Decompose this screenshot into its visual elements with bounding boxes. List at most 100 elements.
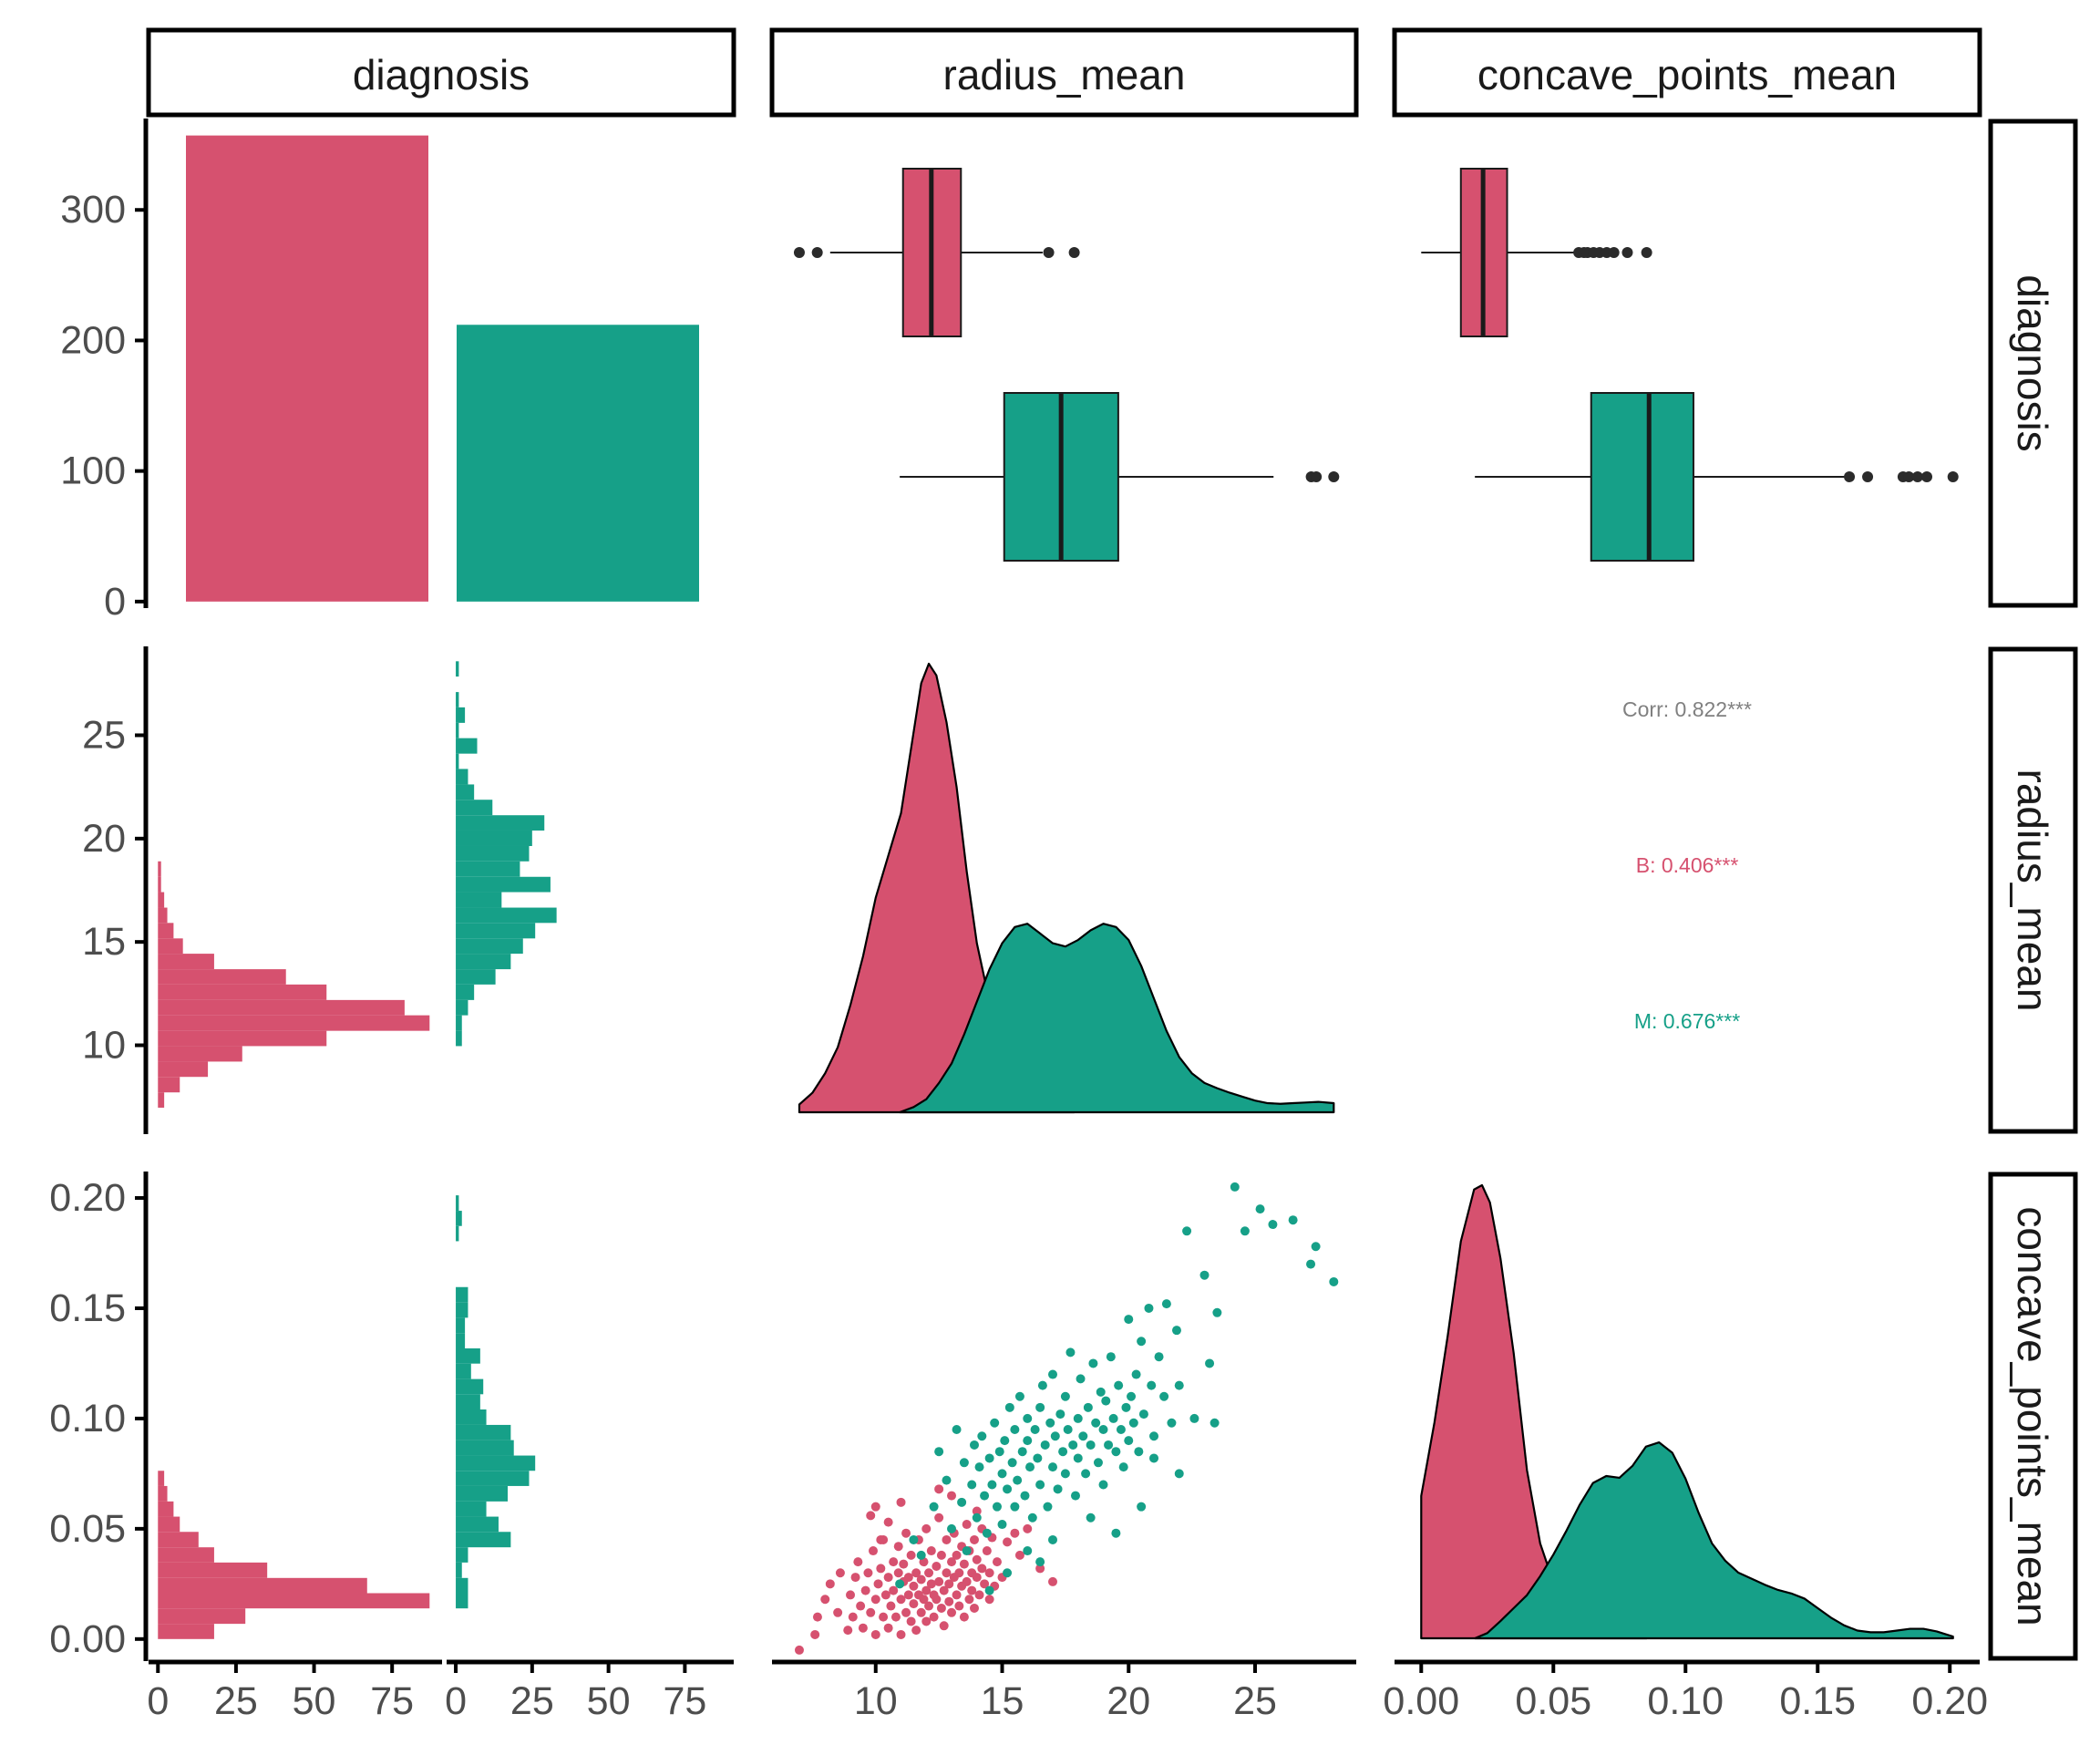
y-axis-count-tick-label-3: 200 <box>60 318 126 362</box>
box-concave-M-box <box>1590 392 1694 562</box>
scatter-point-M-18 <box>982 1528 992 1538</box>
strip-top-label-1: diagnosis <box>353 51 530 98</box>
hist-concave-B-bin-11 <box>158 1471 165 1486</box>
hist-radius-M-bin-19 <box>456 815 545 831</box>
strip-top-label-2: radius_mean <box>943 51 1186 98</box>
scatter-point-B-88 <box>962 1520 972 1530</box>
scatter-point-B-111 <box>1023 1523 1033 1533</box>
scatter-point-B-20 <box>870 1629 880 1639</box>
scatter-point-M-60 <box>1073 1413 1083 1423</box>
scatter-point-M-99 <box>1182 1226 1192 1236</box>
hist-radius-M-bin-10 <box>456 954 511 970</box>
scatter-point-B-53 <box>919 1595 929 1605</box>
hist-radius-M-bin-21 <box>456 784 475 800</box>
scatter-point-M-63 <box>1078 1431 1088 1441</box>
scatter-point-B-40 <box>903 1590 913 1600</box>
hist-concave-M-bin-6 <box>456 1547 468 1563</box>
scatter-point-M-44 <box>1037 1380 1047 1390</box>
scatter-point-M-23 <box>994 1447 1004 1457</box>
bar-B <box>186 135 428 602</box>
scatter-point-M-117 <box>1086 1512 1096 1523</box>
hist-radius-B-bin-9 <box>158 969 286 985</box>
box-radius-B-outlier-3 <box>1043 247 1055 258</box>
strip-top-3 <box>1392 27 1982 118</box>
scatter-point-M-22 <box>992 1502 1002 1512</box>
scatter-point-M-16 <box>977 1431 987 1441</box>
hist-concave-B-bin-6 <box>158 1547 214 1563</box>
scatter-point-B-87 <box>962 1576 972 1586</box>
scatter-point-B-79 <box>952 1590 962 1600</box>
box-concave-M-outlier-5 <box>1911 471 1923 482</box>
scatter-point-M-112 <box>1329 1276 1339 1286</box>
scatter-point-B-121 <box>1048 1576 1058 1586</box>
scatter-point-M-101 <box>1199 1270 1210 1280</box>
scatter-point-B-37 <box>899 1559 909 1569</box>
scatter-point-B-4 <box>820 1595 830 1605</box>
hist-radius-B-bin-4 <box>158 1046 242 1062</box>
scatter-point-M-75 <box>1106 1352 1116 1362</box>
scatter-point-M-24 <box>997 1469 1007 1479</box>
hist-concave-M-bin-3 <box>456 1593 468 1609</box>
scatter-point-M-88 <box>1137 1337 1147 1347</box>
box-radius-B-outlier-1 <box>793 247 805 258</box>
hist-radius-B-bin-3 <box>158 1061 209 1078</box>
scatter-point-B-117 <box>934 1484 944 1494</box>
scatter-point-M-84 <box>1127 1391 1137 1401</box>
scatter-point-B-89 <box>964 1595 974 1605</box>
scatter-point-M-77 <box>1111 1447 1121 1457</box>
scatter-point-B-11 <box>850 1573 860 1583</box>
scatter-point-M-57 <box>1065 1347 1076 1358</box>
hist-concave-M-bin-10 <box>456 1485 509 1502</box>
box-radius-M-outlier-3 <box>1328 471 1340 482</box>
scatter-point-M-34 <box>1017 1447 1027 1457</box>
scatter-point-M-1 <box>895 1579 905 1589</box>
scatter-point-M-14 <box>972 1512 982 1523</box>
scatter-point-M-116 <box>1048 1534 1058 1544</box>
box-concave-M-outlier-7 <box>1947 471 1959 482</box>
scatter-point-B-96 <box>972 1554 982 1564</box>
scatter-point-M-56 <box>1063 1425 1073 1435</box>
strip-right-label-3: concave_points_mean <box>2009 1206 2056 1626</box>
box-concave-M-outlier-2 <box>1862 471 1874 482</box>
scatter-point-B-6 <box>833 1607 843 1617</box>
scatter-point-M-35 <box>1020 1491 1030 1501</box>
scatter-point-M-82 <box>1124 1315 1134 1325</box>
scatter-point-M-38 <box>1025 1462 1035 1472</box>
scatter-point-B-102 <box>984 1595 994 1605</box>
hist-radius-M-bin-27 <box>456 692 459 707</box>
strip-right-1 <box>1988 119 2078 608</box>
scatter-point-M-58 <box>1068 1440 1078 1450</box>
scatter-point-M-21 <box>990 1418 1000 1428</box>
scatter-point-B-64 <box>932 1595 942 1605</box>
hist-radius-M-bin-12 <box>456 923 536 939</box>
scatter-point-B-55 <box>921 1616 932 1626</box>
scatter-point-B-82 <box>954 1568 964 1578</box>
scatter-point-B-32 <box>893 1568 903 1578</box>
scatter-point-B-9 <box>846 1590 856 1600</box>
scatter-point-M-5 <box>934 1447 944 1457</box>
hist-concave-M-bin-15 <box>456 1409 487 1425</box>
hist-concave-B-bin-1 <box>158 1624 214 1639</box>
scatter-point-M-115 <box>984 1585 994 1595</box>
scatter-point-M-72 <box>1098 1480 1108 1490</box>
scatter-point-M-41 <box>1033 1453 1043 1463</box>
corr-label-B: B: 0.406*** <box>1636 853 1739 877</box>
hist-concave-M-bin-12 <box>456 1455 536 1471</box>
x-axis-count-M-tick-label-1: 0 <box>445 1679 467 1723</box>
scatter-point-B-109 <box>1010 1528 1020 1538</box>
scatter-point-B-93 <box>969 1534 979 1544</box>
hist-radius-M-bin-9 <box>456 969 496 985</box>
scatter-point-B-54 <box>921 1585 932 1595</box>
scatter-point-M-114 <box>1003 1568 1013 1578</box>
scatter-point-M-105 <box>1230 1182 1240 1192</box>
y-axis-count-tick-label-2: 100 <box>60 449 126 493</box>
scatter-point-M-29 <box>1007 1458 1017 1468</box>
hist-radius-M-bin-7 <box>456 999 468 1016</box>
hist-concave-M-bin-22 <box>456 1302 468 1318</box>
scatter-point-B-35 <box>896 1629 906 1639</box>
hist-radius-M-bin-11 <box>456 938 523 955</box>
scatter-point-M-78 <box>1114 1380 1124 1390</box>
hist-radius-B-bin-2 <box>158 1077 180 1093</box>
hist-concave-M-bin-16 <box>456 1394 480 1410</box>
scatter-point-M-70 <box>1096 1387 1106 1397</box>
